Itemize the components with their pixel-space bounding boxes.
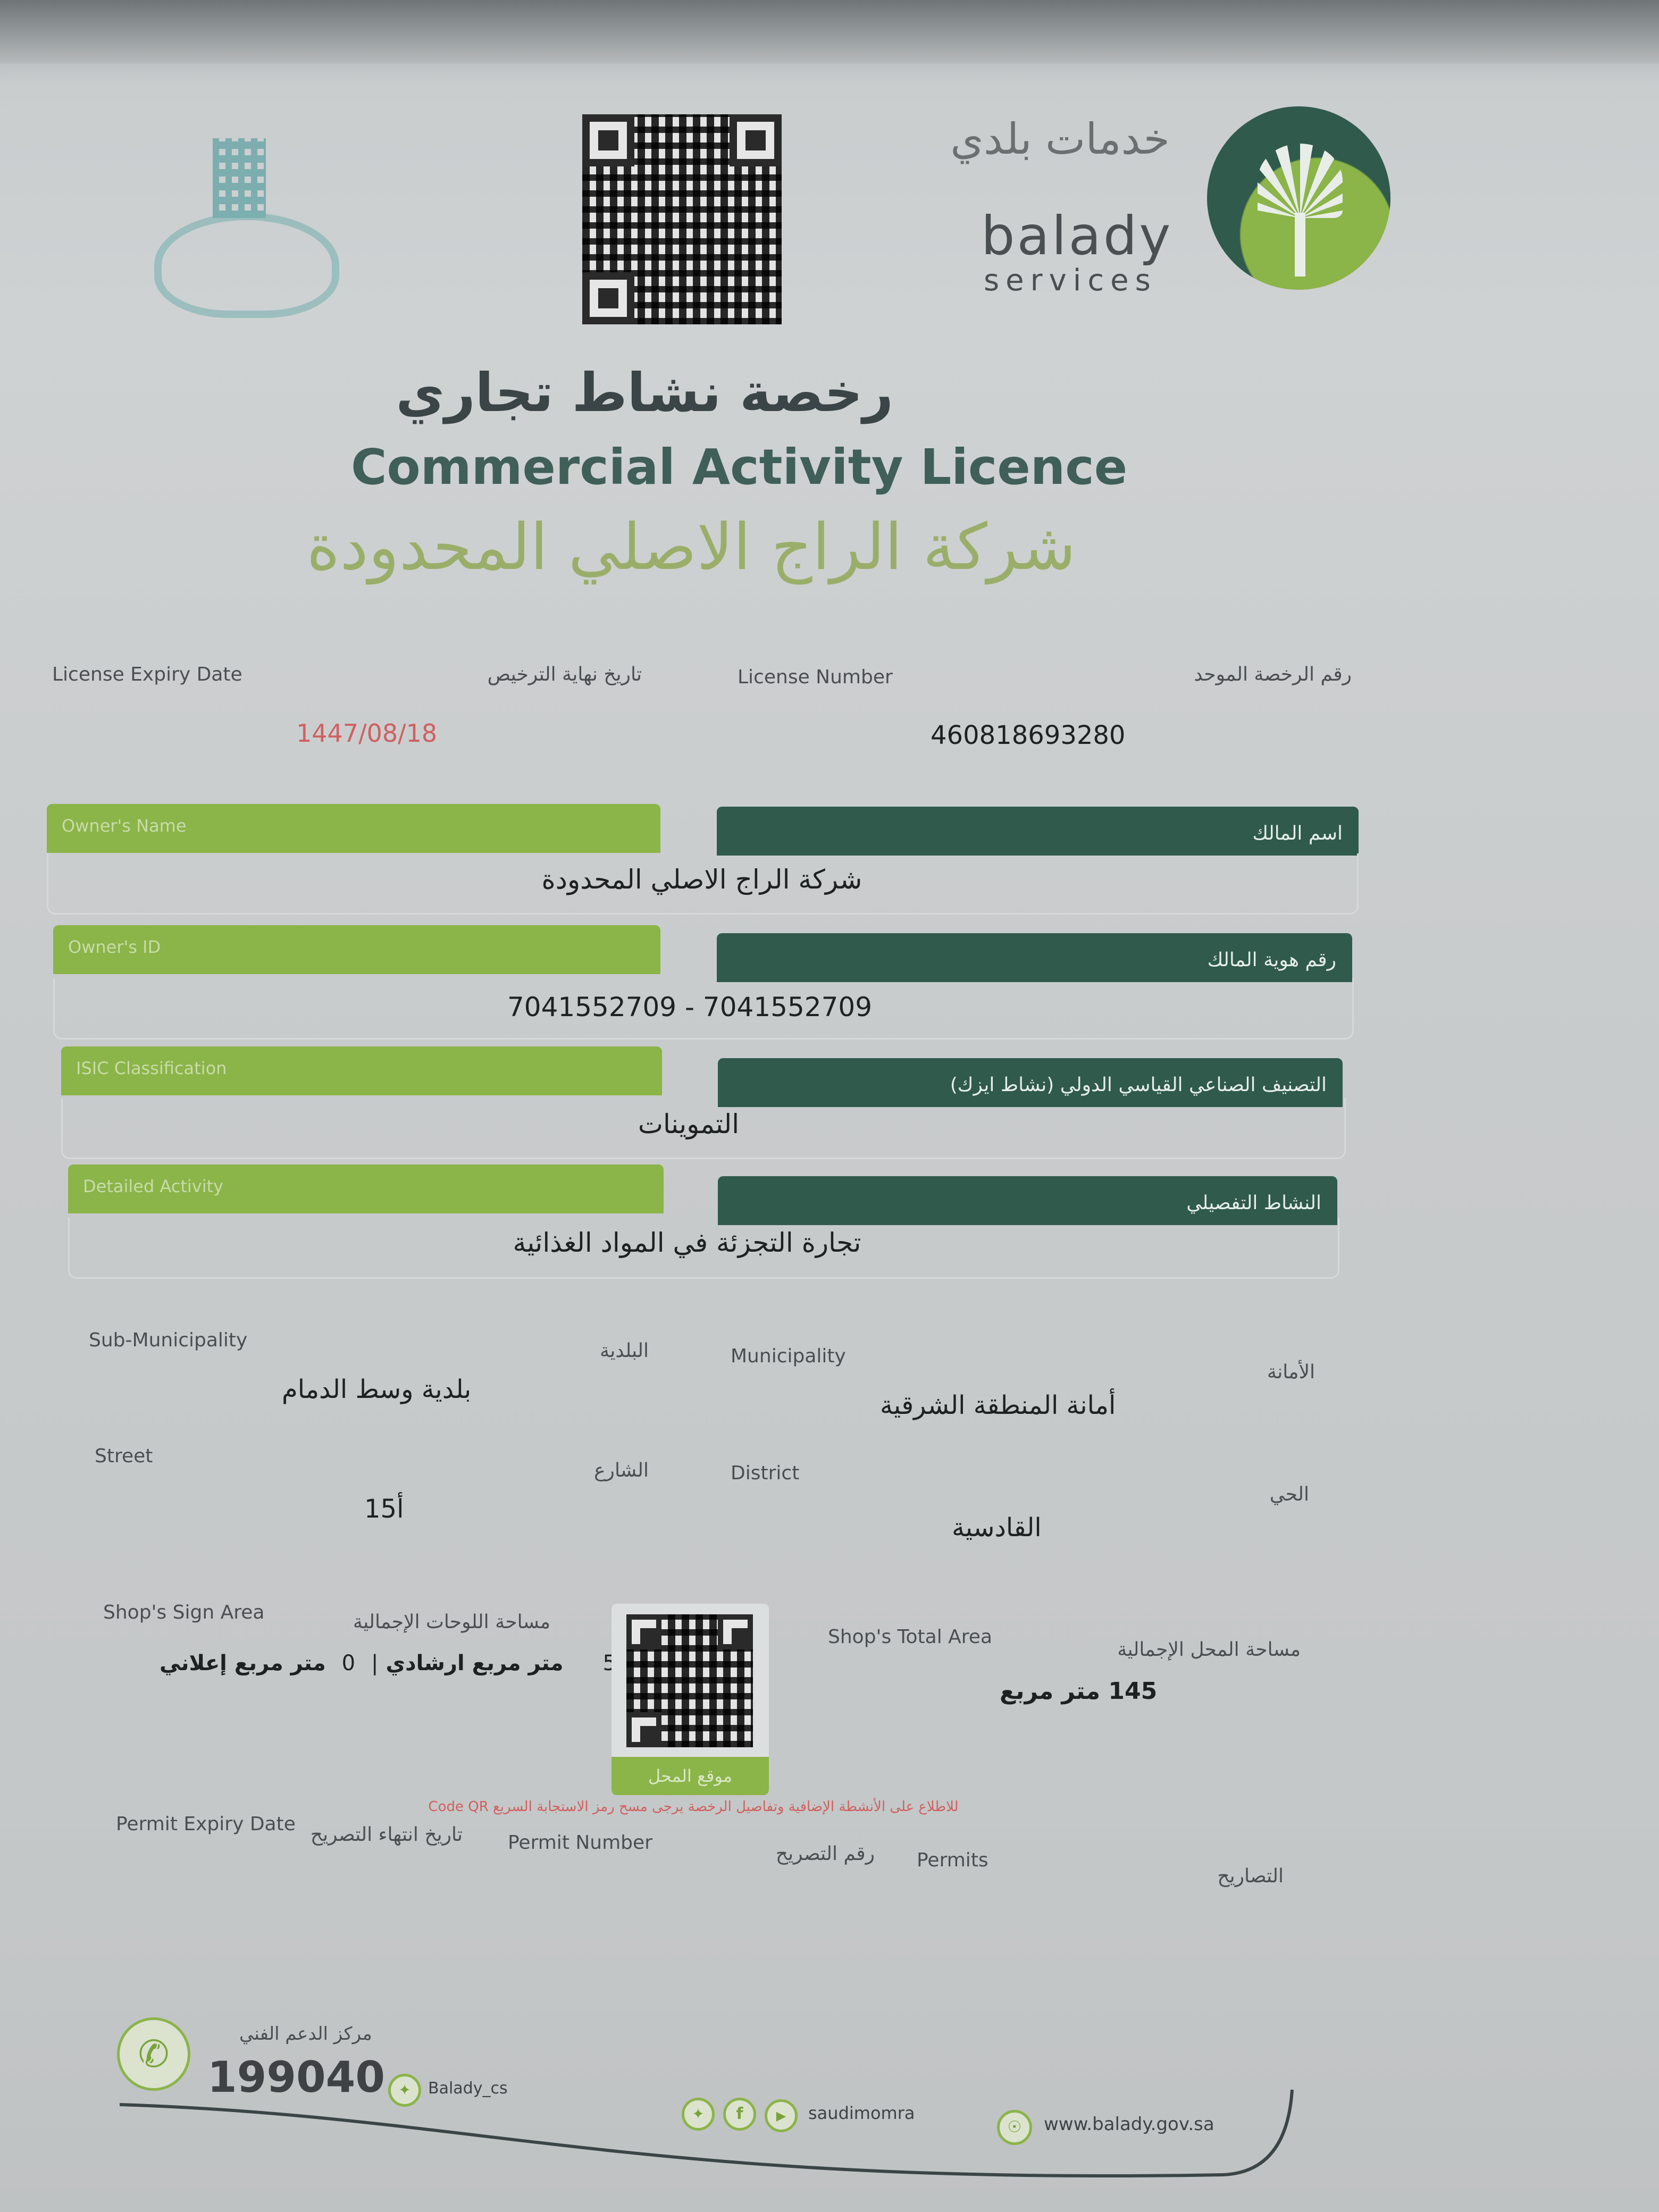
sub-municipality-label-en: Sub-Municipality [89,1329,248,1351]
field-value-box [68,1218,1339,1279]
field-label-ar: رقم هوية المالك [1207,949,1336,971]
street-value: أ15 [364,1494,404,1524]
sign-guide-unit: متر مربع ارشادي [386,1651,564,1675]
license-expiry-label-ar: تاريخ نهاية الترخيص [487,664,642,685]
license-number-label-ar: رقم الرخصة الموحد [1194,664,1352,685]
field-label-en-bar: ISIC Classification [61,1046,662,1095]
twitter-handle[interactable]: Balady_cs [428,2079,508,2098]
sub-municipality-value: بلدية وسط الدمام [282,1375,472,1404]
total-area-label-en: Shop's Total Area [828,1626,993,1648]
field-value: تجارة التجزئة في المواد الغذائية [513,1227,861,1258]
street-label-en: Street [95,1445,153,1467]
balady-services-text: services [984,263,1157,298]
field-label-ar-bar: اسم المالك [717,807,1359,856]
sign-area-label-ar: مساحة اللوحات الإجمالية [353,1611,550,1633]
field-label-en-bar: Detailed Activity [68,1164,664,1213]
permit-number-label-ar: رقم التصريح [775,1843,875,1865]
field-label-en-bar: Owner's Name [47,804,660,853]
field-value: التموينات [638,1109,740,1139]
balady-logo-text: balady [981,205,1173,267]
field-value: شركة الراج الاصلي المحدودة [541,864,862,895]
qr-note: للاطلاع على الأنشطة الإضافية وتفاصيل الر… [428,1799,959,1815]
title-arabic: رخصة نشاط تجاري [396,362,893,424]
license-expiry-label-en: License Expiry Date [52,664,242,685]
permit-number-label-en: Permit Number [508,1832,652,1854]
support-phone-number[interactable]: 199040 [207,2052,385,2102]
total-area-label-ar: مساحة المحل الإجمالية [1117,1639,1301,1661]
district-label-ar: الحي [1269,1484,1309,1505]
district-label-en: District [731,1462,800,1484]
facebook-icon[interactable]: f [723,2098,756,2131]
balady-arabic-logo: خدمات بلدي [950,114,1170,164]
field-label-ar-bar: التصنيف الصناعي القياسي الدولي (نشاط ايز… [718,1058,1343,1107]
field-label-en-bar: Owner's ID [53,925,660,974]
field-value: 7041552709 - 7041552709 [507,992,873,1023]
youtube-icon[interactable]: ▶ [765,2099,798,2132]
palm-logo-icon [1207,106,1390,290]
license-expiry-value: 1447/08/18 [296,719,438,748]
field-value-box [61,1098,1346,1159]
field-label-ar-bar: رقم هوية المالك [717,933,1352,982]
municipality-emblem-logo [154,138,339,318]
municipality-value: أمانة المنطقة الشرقية [880,1390,1116,1420]
footer-curve-line [119,2089,1294,2178]
permits-label-ar: التصاريح [1217,1865,1284,1887]
street-label-ar: الشارع [594,1460,649,1481]
field-label-ar: النشاط التفصيلي [1186,1192,1321,1214]
top-edge-shadow [0,0,1659,64]
field-label-en: ISIC Classification [76,1058,227,1078]
permit-expiry-label-ar: تاريخ انتهاء التصريح [310,1824,463,1846]
field-label-en: Owner's Name [62,816,187,836]
support-center-label: مركز الدعم الفني [239,2023,372,2045]
field-label-ar-bar: النشاط التفصيلي [718,1176,1337,1225]
municipality-label-ar: الأمانة [1267,1361,1315,1383]
licence-qr-code[interactable] [582,114,782,324]
sign-area-value: 5 متر مربع ارشادي | 0 متر مربع إعلاني [160,1651,616,1675]
separator: | [371,1651,379,1675]
twitter-icon[interactable]: ✦ [682,2098,715,2131]
license-number-value: 460818693280 [931,720,1126,750]
license-number-label-en: License Number [738,666,893,688]
district-value: القادسية [952,1513,1042,1543]
shop-location-qr-card[interactable]: موقع المحل [611,1604,769,1795]
company-name-heading: شركة الراج الاصلي المحدودة [306,510,1076,584]
shop-location-qr-code[interactable] [626,1614,753,1747]
total-area-value: 145 متر مربع [1000,1678,1158,1705]
website-link[interactable]: www.balady.gov.sa [1044,2114,1214,2135]
sign-area-label-en: Shop's Sign Area [103,1602,265,1623]
sign-ad-value: 0 [341,1651,356,1675]
field-label-ar: التصنيف الصناعي القياسي الدولي (نشاط ايز… [950,1074,1327,1096]
qr-caption: موقع المحل [611,1757,769,1795]
title-english: Commercial Activity Licence [351,439,1128,496]
field-label-en: Detailed Activity [83,1176,224,1196]
permit-expiry-label-en: Permit Expiry Date [116,1813,296,1835]
sign-ad-unit: متر مربع إعلاني [160,1651,326,1675]
twitter-icon[interactable]: ✦ [388,2074,421,2107]
field-label-ar: اسم المالك [1252,823,1343,844]
phone-icon: ✆ [117,2017,190,2091]
field-label-en: Owner's ID [68,937,161,957]
permits-label-en: Permits [917,1849,988,1871]
field-value-box [53,978,1354,1040]
field-value-box [47,853,1359,915]
globe-icon: ☉ [997,2110,1032,2145]
municipality-label-en: Municipality [731,1345,846,1367]
sub-municipality-label-ar: البلدية [600,1340,649,1362]
social-handle[interactable]: saudimomra [808,2103,915,2123]
